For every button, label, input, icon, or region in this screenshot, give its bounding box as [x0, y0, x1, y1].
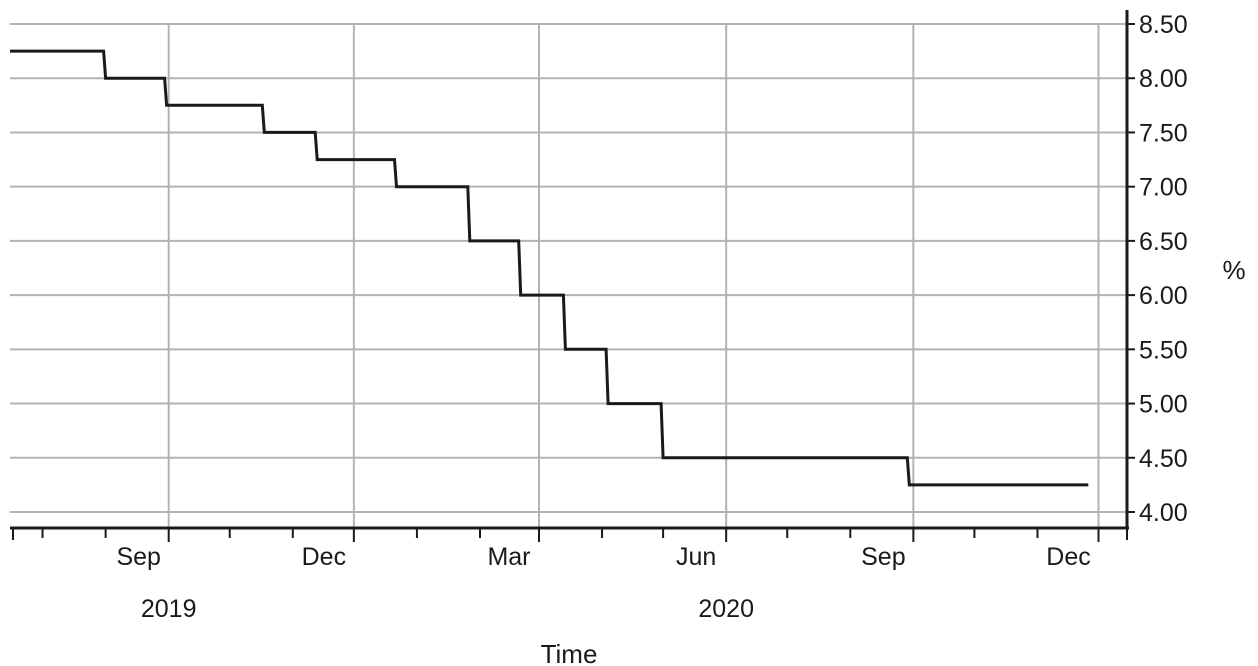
axes: [10, 10, 1129, 530]
x-tick-label: Sep: [116, 543, 160, 571]
x-tick-label: Dec: [1046, 543, 1090, 571]
year-label: 2019: [141, 595, 197, 623]
y-tick-label: 7.50: [1139, 119, 1188, 147]
x-tick-label: Sep: [861, 543, 905, 571]
y-tick-label: 5.50: [1139, 336, 1188, 364]
x-axis-ticks: Sep Dec Mar Jun Sep Dec: [12, 528, 1128, 571]
x-axis-title: Time: [541, 639, 598, 666]
y-tick-label: 4.50: [1139, 445, 1188, 473]
y-axis-title: %: [1222, 255, 1245, 285]
x-tick-label: Dec: [302, 543, 346, 571]
x-tick-label: Mar: [487, 543, 530, 571]
rate-series-line: [10, 49, 1089, 487]
y-tick-label: 6.50: [1139, 228, 1188, 256]
y-tick-label: 8.50: [1139, 11, 1188, 39]
year-label: 2020: [698, 595, 754, 623]
y-tick-label: 6.00: [1139, 282, 1188, 310]
year-labels: 2019 2020: [141, 595, 754, 623]
y-tick-label: 4.00: [1139, 499, 1188, 527]
y-tick-label: 7.00: [1139, 174, 1188, 202]
x-tick-label: Jun: [676, 543, 716, 571]
gridlines: [10, 23, 1127, 528]
y-tick-label: 5.00: [1139, 391, 1188, 419]
y-axis-ticks: 4.00 4.50 5.00 5.50 6.00 6.50 7.00 7.50 8.00 8.50: [1127, 11, 1188, 527]
y-tick-label: 8.00: [1139, 65, 1188, 93]
